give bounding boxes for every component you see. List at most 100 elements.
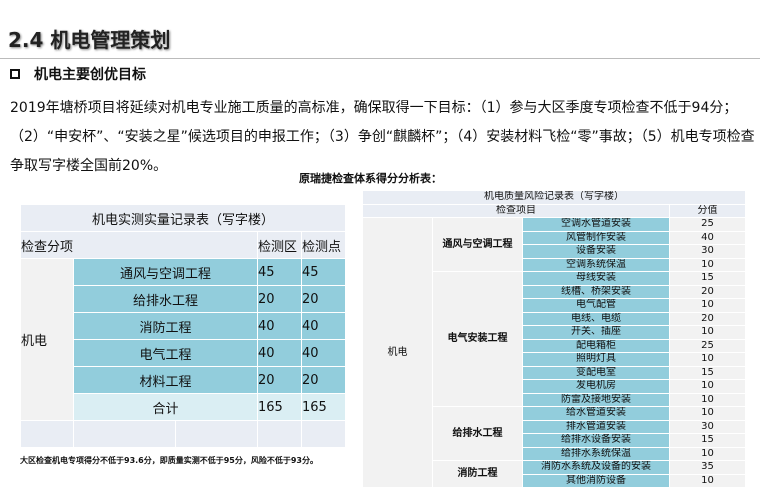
header-score: 分值 xyxy=(669,203,746,218)
group-cell: 机电 xyxy=(362,217,433,488)
score-cell: 15 xyxy=(669,365,746,380)
table-row: 给排水工程 20 20 xyxy=(21,285,347,313)
table-row: 机电 通风与空调工程 空调水管道安装 25 xyxy=(362,217,746,488)
score-cell: 25 xyxy=(669,217,746,232)
item-cell: 电线、电缆 xyxy=(522,311,670,326)
item-cell: 空调水管道安装 xyxy=(522,217,670,232)
section-cell: 电气安装工程 xyxy=(432,271,523,407)
table-row: 电线、电缆 20 xyxy=(363,311,746,326)
item-cell: 通风与空调工程 xyxy=(73,258,258,286)
header-item: 检查分项 xyxy=(20,231,258,259)
score-cell: 10 xyxy=(669,257,746,272)
section-cell: 通风与空调工程 xyxy=(432,217,523,272)
table-title: 机电质量风险记录表（写字楼） xyxy=(362,190,746,205)
table-row: 其他消防设备 10 xyxy=(363,473,746,488)
score-cell: 10 xyxy=(669,352,746,367)
item-cell: 配电箱柜 xyxy=(522,338,670,353)
item-cell: 防雷及接地安装 xyxy=(522,392,670,407)
score-cell: 20 xyxy=(669,284,746,299)
page-title: 2.4 机电管理策划 xyxy=(8,28,171,52)
table-row: 给排水设备安装 15 xyxy=(363,433,746,448)
item-cell: 消防水系统及设备的安装 xyxy=(522,460,670,475)
goals-paragraph: 2019年塘桥项目将延续对机电专业施工质量的高标准，确保取得一下目标：（1）参与… xyxy=(10,100,755,174)
item-cell: 给排水设备安装 xyxy=(522,433,670,448)
measurement-table: 机电实测实量记录表（写字楼） 检查分项 检测区 检测点 机电 通风与空调工程 45 45 给… xyxy=(19,204,347,448)
total-label: 合计 xyxy=(73,393,258,421)
score-cell: 40 xyxy=(669,230,746,245)
total-zone: 165 xyxy=(257,393,302,421)
item-cell: 发电机房 xyxy=(522,379,670,394)
item-cell: 材料工程 xyxy=(73,366,258,394)
note: 大区检查机电专项得分不低于93.6分，即质量实测不低于95分，风险不低于93分。 xyxy=(20,456,319,465)
zone-cell: 45 xyxy=(257,258,302,286)
table-row: 变配电室 15 xyxy=(363,365,746,380)
table-row: 开关、插座 10 xyxy=(363,325,746,340)
item-cell: 照明灯具 xyxy=(522,352,670,367)
table-caption: 原瑞捷检查体系得分分析表： xyxy=(299,172,442,185)
item-cell: 电气工程 xyxy=(73,339,258,367)
zone-cell: 40 xyxy=(257,312,302,340)
table-row: 机电 通风与空调工程 45 45 xyxy=(20,258,347,421)
table-row: 电气安装工程 母线安装 15 xyxy=(363,271,746,407)
group-cell: 机电 xyxy=(20,258,74,421)
item-cell: 消防工程 xyxy=(73,312,258,340)
header-zone: 检测区 xyxy=(257,231,302,259)
item-cell: 电气配管 xyxy=(522,298,670,313)
section-cell: 给排水工程 xyxy=(432,406,523,461)
points-cell: 20 xyxy=(300,366,347,394)
score-cell: 10 xyxy=(669,379,746,394)
points-cell: 20 xyxy=(300,285,347,313)
table-title: 机电实测实量记录表（写字楼） xyxy=(19,204,347,232)
table-row: 设备安装 30 xyxy=(363,244,746,259)
item-cell: 给排水工程 xyxy=(73,285,258,313)
section-cell: 消防工程 xyxy=(432,460,523,488)
table-row: 材料工程 20 20 xyxy=(21,366,347,394)
points-cell: 40 xyxy=(300,312,347,340)
item-cell: 给水管道安装 xyxy=(522,406,670,421)
score-cell: 15 xyxy=(669,433,746,448)
points-cell: 40 xyxy=(300,339,347,367)
score-cell: 10 xyxy=(669,392,746,407)
item-cell: 风管制作安装 xyxy=(522,230,670,245)
score-cell: 15 xyxy=(669,271,746,286)
item-cell: 给排水系统保温 xyxy=(522,446,670,461)
score-cell: 10 xyxy=(669,473,746,488)
item-cell: 母线安装 xyxy=(522,271,670,286)
table-row: 空调系统保温 10 xyxy=(363,257,746,272)
section-heading-text: 机电主要创优目标 xyxy=(34,67,146,83)
table-row: 电气配管 10 xyxy=(363,298,746,313)
table-row: 给排水系统保温 10 xyxy=(363,446,746,461)
item-cell: 变配电室 xyxy=(522,365,670,380)
table-row: 线槽、桥架安装 20 xyxy=(363,284,746,299)
table-row: 配电箱柜 25 xyxy=(363,338,746,353)
table-row: 消防工程 40 40 xyxy=(21,312,347,340)
total-points: 165 xyxy=(300,393,347,421)
table-row: 防雷及接地安装 10 xyxy=(363,392,746,407)
score-cell: 30 xyxy=(669,419,746,434)
item-cell: 空调系统保温 xyxy=(522,257,670,272)
score-cell: 30 xyxy=(669,244,746,259)
score-cell: 10 xyxy=(669,446,746,461)
item-cell: 其他消防设备 xyxy=(522,473,670,488)
risk-table: 机电质量风险记录表（写字楼） 检查项目 分值 机电 通风与空调工程 空调水管道安装 25… xyxy=(362,190,746,488)
points-cell: 45 xyxy=(300,258,347,286)
score-cell: 10 xyxy=(669,298,746,313)
total-row: 合计 165 165 xyxy=(21,393,347,421)
square-bullet-icon xyxy=(10,69,20,79)
score-cell: 10 xyxy=(669,406,746,421)
table-row: 给排水工程 给水管道安装 10 xyxy=(363,406,746,461)
table-row: 照明灯具 10 xyxy=(363,352,746,367)
item-cell: 开关、插座 xyxy=(522,325,670,340)
table-row: 消防工程 消防水系统及设备的安装 35 xyxy=(363,460,746,488)
score-cell: 20 xyxy=(669,311,746,326)
score-cell: 35 xyxy=(669,460,746,475)
item-cell: 设备安装 xyxy=(522,244,670,259)
zone-cell: 20 xyxy=(257,366,302,394)
score-cell: 25 xyxy=(669,338,746,353)
divider xyxy=(0,58,760,59)
score-cell: 10 xyxy=(669,325,746,340)
zone-cell: 40 xyxy=(257,339,302,367)
table-row: 发电机房 10 xyxy=(363,379,746,394)
item-cell: 排水管道安装 xyxy=(522,419,670,434)
table-row: 风管制作安装 40 xyxy=(363,230,746,245)
